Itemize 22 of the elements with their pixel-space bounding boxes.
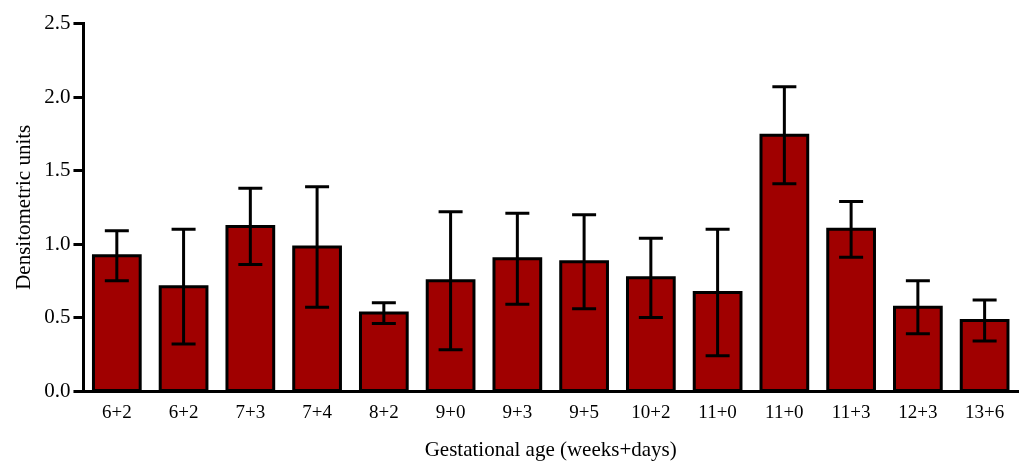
x-tick-label: 11+0: [765, 401, 804, 423]
y-tick-label: 1.0: [44, 230, 71, 255]
y-tick-label: 0.0: [44, 377, 71, 402]
x-tick-label: 11+0: [698, 401, 737, 423]
x-tick-label: 11+3: [831, 401, 871, 423]
y-tick-label: 1.5: [44, 157, 71, 182]
x-tick-label: 9+5: [569, 401, 599, 423]
x-tick-label: 7+3: [235, 401, 266, 423]
x-tick-label: 13+6: [965, 401, 1005, 423]
y-axis-title: Densitometric units: [11, 124, 36, 290]
x-tick-label: 6+2: [168, 401, 199, 423]
x-tick-label: 8+2: [368, 401, 399, 423]
x-tick-label: 7+4: [302, 401, 333, 423]
x-tick-label: 12+3: [898, 401, 938, 423]
y-tick-label: 0.5: [44, 304, 71, 329]
x-tick-label: 9+0: [435, 401, 466, 423]
x-tick-label: 10+2: [631, 401, 671, 423]
y-tick-label: 2.0: [44, 83, 71, 108]
x-axis-title: Gestational age (weeks+days): [424, 436, 677, 461]
x-tick-label: 6+2: [101, 401, 132, 423]
y-tick-label: 2.5: [44, 10, 71, 35]
x-tick-label: 9+3: [502, 401, 533, 423]
